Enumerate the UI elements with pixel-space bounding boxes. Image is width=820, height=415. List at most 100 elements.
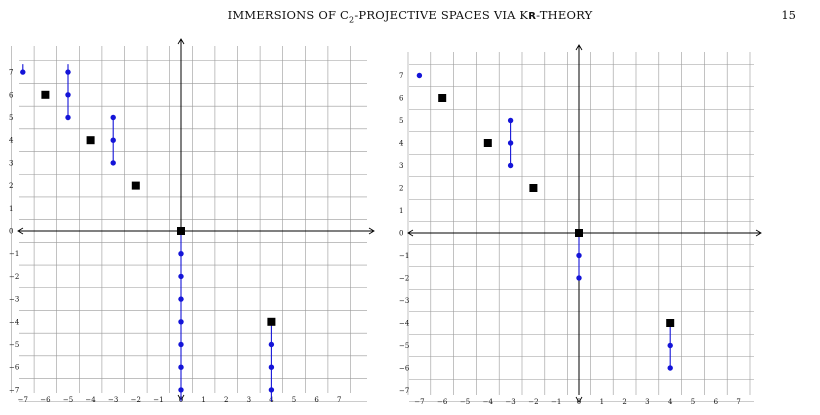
blue-dot-marker xyxy=(65,114,71,121)
black-square-marker xyxy=(267,317,276,326)
title-part-1: IMMERSIONS OF C xyxy=(227,8,350,22)
x-tick-label: 3 xyxy=(645,398,649,406)
black-square-marker xyxy=(483,139,492,147)
x-tick-label: −1 xyxy=(551,398,561,406)
y-tick-label: −3 xyxy=(399,297,409,305)
y-tick-label: −4 xyxy=(9,318,20,326)
x-tick-label: −4 xyxy=(483,398,494,406)
title-subscript: 2 xyxy=(349,15,355,25)
y-tick-label: 6 xyxy=(399,95,404,103)
y-tick-label: −2 xyxy=(399,275,409,283)
blue-dot-marker xyxy=(178,251,184,257)
blue-dot-marker xyxy=(65,92,71,98)
blue-dot-marker xyxy=(576,275,582,281)
blue-dot-marker xyxy=(178,273,184,280)
blue-dot-marker xyxy=(65,69,71,75)
page-header: IMMERSIONS OF C2-PROJECTIVE SPACES VIA K… xyxy=(0,0,820,30)
black-square-marker xyxy=(529,184,538,192)
black-square-marker xyxy=(438,94,447,102)
y-axis-arrow-bottom xyxy=(575,396,583,403)
blue-dot-marker xyxy=(110,160,116,166)
y-tick-label: 0 xyxy=(399,230,403,238)
blue-dot-marker xyxy=(20,69,26,75)
x-tick-label: 7 xyxy=(736,398,740,406)
y-tick-label: −7 xyxy=(9,386,19,394)
black-square-marker xyxy=(86,136,95,145)
x-tick-label: −3 xyxy=(505,398,515,406)
x-tick-label: 7 xyxy=(337,396,341,404)
y-axis-arrow xyxy=(575,44,583,51)
y-tick-label: −5 xyxy=(399,342,409,350)
x-tick-label: −7 xyxy=(18,396,28,404)
x-tick-label: −5 xyxy=(63,396,73,404)
x-axis-arrow-left xyxy=(407,229,414,237)
blue-dot-marker xyxy=(507,117,514,124)
y-tick-label: 3 xyxy=(399,162,403,170)
x-tick-label: −4 xyxy=(85,396,96,404)
x-tick-label: −6 xyxy=(40,396,51,404)
x-tick-label: 0 xyxy=(577,398,581,406)
x-axis-arrow-left xyxy=(17,227,24,235)
y-tick-label: −5 xyxy=(9,341,19,349)
y-tick-label: 5 xyxy=(399,117,403,125)
black-square-marker xyxy=(177,227,185,235)
blue-dot-marker xyxy=(667,365,673,371)
blue-dot-marker xyxy=(178,319,184,325)
blue-dot-marker xyxy=(178,364,184,370)
blue-dot-marker xyxy=(178,296,184,302)
blue-dot-marker xyxy=(110,114,116,121)
x-tick-label: 2 xyxy=(622,398,626,406)
x-tick-label: −2 xyxy=(131,396,141,404)
y-tick-label: −1 xyxy=(399,252,409,260)
y-tick-label: −7 xyxy=(399,387,409,395)
y-tick-label: −6 xyxy=(399,365,410,373)
black-square-marker xyxy=(666,319,675,327)
blue-dot-marker xyxy=(268,387,275,393)
y-tick-label: −4 xyxy=(399,320,410,328)
chart-2-plot-area: −7 −6 −5 −4 −3 −2 −1 0 1 2 3 4 5 6 7 7 6 5 4 3 2 1 0 −1 −2 −3 −4 −5… xyxy=(399,44,762,406)
y-tick-label: 6 xyxy=(9,91,14,99)
x-axis-arrow xyxy=(368,227,375,235)
x-tick-label: 6 xyxy=(314,396,319,404)
chart-1-plot-area: −7−6−5−4−3−2−10123456776543210−1−2−3−4−5… xyxy=(9,38,375,404)
blue-dot-marker xyxy=(507,162,514,169)
x-axis-arrow xyxy=(755,229,762,237)
page-number: 15 xyxy=(781,8,796,22)
x-tick-label: −7 xyxy=(414,398,424,406)
x-tick-label: 6 xyxy=(714,398,719,406)
x-tick-label: 1 xyxy=(600,398,604,406)
x-tick-label: 2 xyxy=(224,396,228,404)
y-tick-label: 1 xyxy=(9,205,13,213)
y-tick-label: 4 xyxy=(9,137,14,145)
black-square-marker xyxy=(575,229,583,237)
blue-dot-marker xyxy=(416,72,423,79)
blue-dot-marker xyxy=(268,364,275,370)
x-tick-label: −6 xyxy=(437,398,448,406)
blue-dot-marker xyxy=(667,342,673,349)
x-tick-label: 5 xyxy=(691,398,695,406)
y-tick-label: 4 xyxy=(399,140,404,148)
x-tick-label: −1 xyxy=(153,396,163,404)
blue-dot-marker xyxy=(178,387,184,393)
blue-dot-marker xyxy=(110,137,116,143)
y-axis-arrow xyxy=(177,38,185,45)
blue-dot-marker xyxy=(507,140,514,146)
black-square-marker xyxy=(41,90,50,99)
blue-dot-marker xyxy=(268,341,275,348)
title-blackboard-letter: R xyxy=(528,11,537,22)
y-tick-label: −1 xyxy=(9,250,19,258)
blue-dot-marker xyxy=(576,252,582,259)
y-tick-label: 1 xyxy=(399,207,403,215)
x-tick-label: 4 xyxy=(668,398,673,406)
x-tick-label: −2 xyxy=(528,398,538,406)
x-tick-label: 5 xyxy=(292,396,296,404)
x-tick-label: −5 xyxy=(460,398,470,406)
y-tick-label: −2 xyxy=(9,273,19,281)
blue-dot-marker xyxy=(178,341,184,348)
title-part-3: -THEORY xyxy=(536,8,593,22)
y-tick-label: 0 xyxy=(9,228,13,236)
y-tick-label: 5 xyxy=(9,114,13,122)
x-tick-label: −3 xyxy=(108,396,118,404)
